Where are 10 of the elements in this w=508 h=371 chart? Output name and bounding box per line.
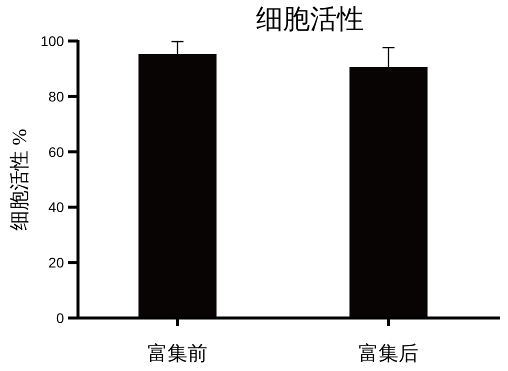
y-tick-label: 80: [48, 88, 64, 104]
chart-title: 细胞活性: [256, 4, 364, 34]
y-tick-label: 40: [48, 199, 64, 216]
y-tick-label: 100: [40, 33, 64, 49]
y-tick-label: 60: [48, 144, 64, 160]
x-tick-label: 富集前: [148, 342, 208, 365]
y-tick-label: 20: [48, 254, 64, 271]
y-tick-label: 0: [56, 310, 64, 326]
x-tick-label: 富集后: [358, 342, 418, 365]
y-axis-title: 细胞活性 %: [9, 128, 31, 230]
